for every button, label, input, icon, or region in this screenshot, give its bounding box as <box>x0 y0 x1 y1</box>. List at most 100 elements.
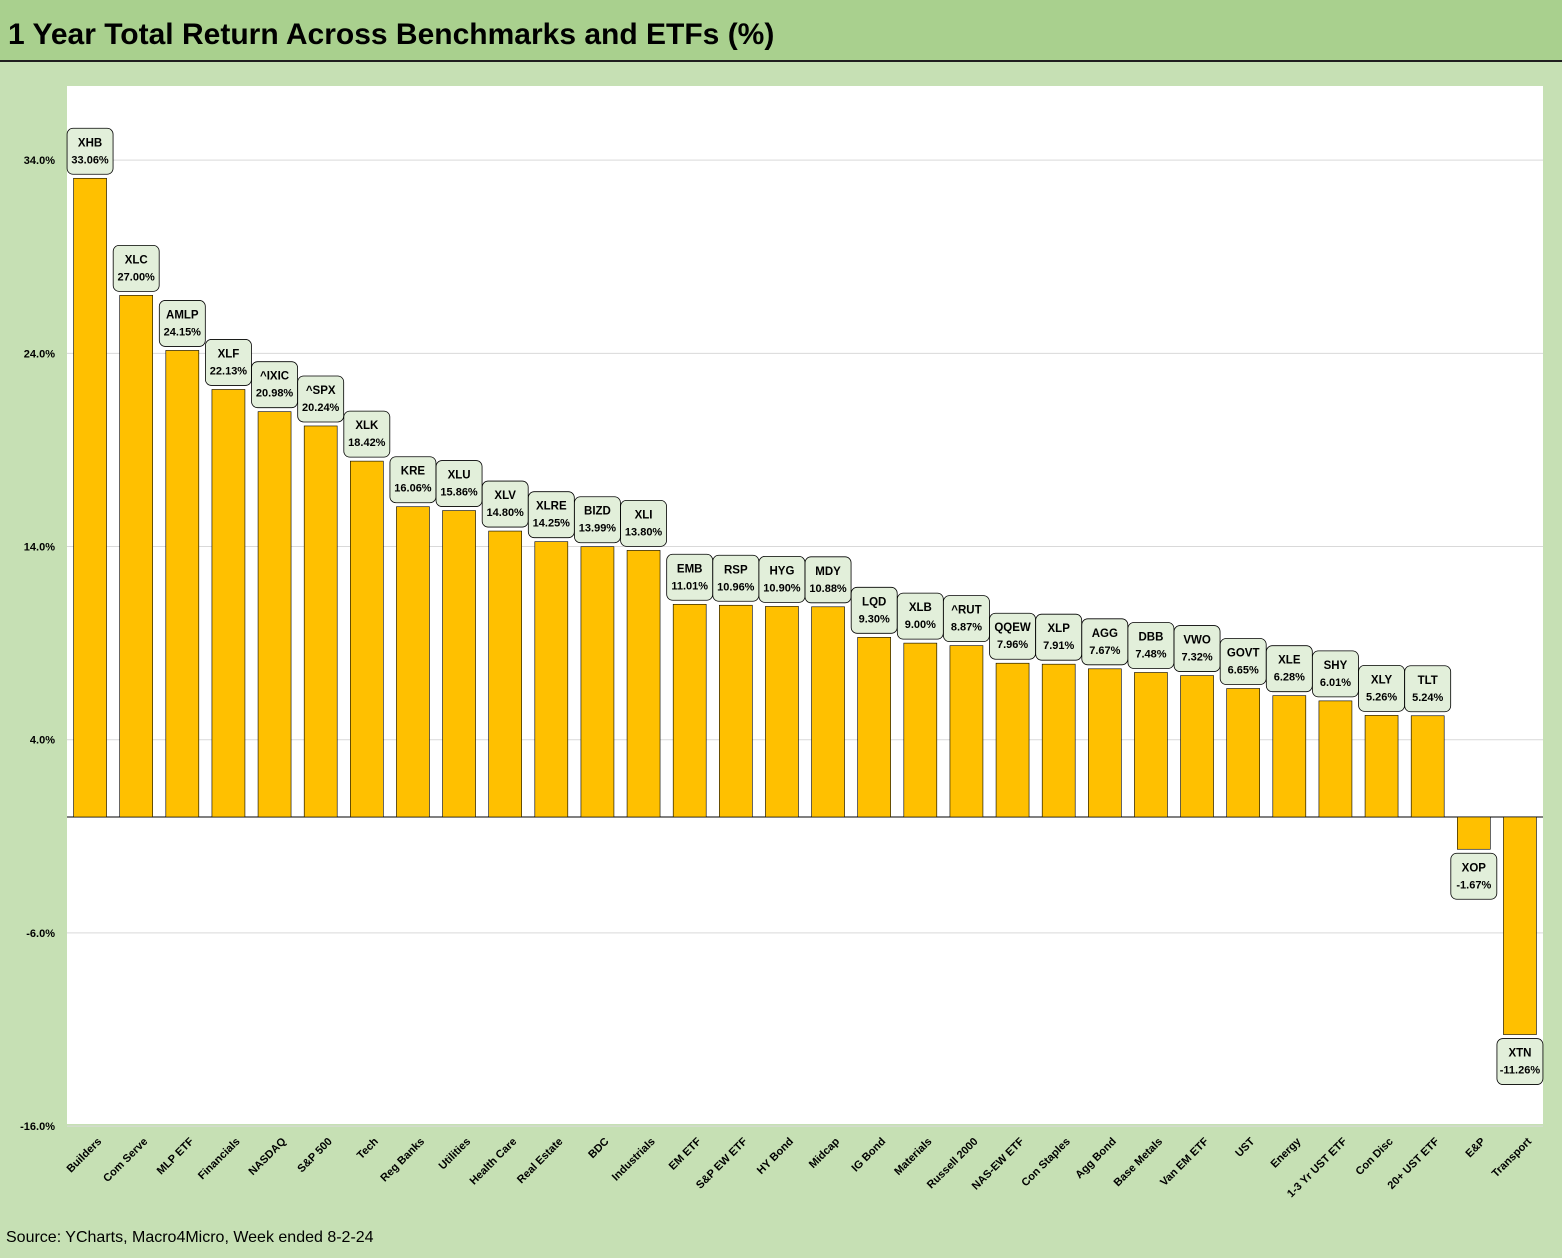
source-note: Source: YCharts, Macro4Micro, Week ended… <box>6 1229 374 1246</box>
x-tick-label: EM ETF <box>667 1135 704 1172</box>
data-label-box <box>620 499 667 547</box>
bar <box>811 606 845 818</box>
ticker-label: QQEW <box>994 622 1031 634</box>
data-label-box <box>1081 618 1129 666</box>
ticker-label: XLB <box>909 602 932 614</box>
data-label-box <box>666 553 714 601</box>
bar <box>580 546 615 818</box>
data-label: 20.24% <box>302 402 340 414</box>
data-label-box <box>343 410 391 458</box>
data-label-box <box>943 595 990 643</box>
data-label: 6.01% <box>1320 677 1351 689</box>
data-label: 27.00% <box>118 271 156 283</box>
ticker-label: AMLP <box>166 309 199 321</box>
ticker-label: ^RUT <box>951 605 981 617</box>
bar <box>1457 816 1491 850</box>
bar <box>949 645 984 818</box>
ticker-label: XLK <box>355 420 379 432</box>
bar <box>672 603 707 818</box>
data-label-box <box>1127 622 1175 669</box>
data-label: 11.01% <box>671 580 708 592</box>
plot-frame: 34.0% 24.0% 14.0% 4.0% -6.0% -16.0% XHB 33.06% B… <box>7 84 1553 1220</box>
data-label-box <box>1358 664 1405 712</box>
data-label: 24.15% <box>164 326 202 338</box>
data-label-box <box>389 456 437 504</box>
data-label: 7.67% <box>1089 645 1120 657</box>
data-label: 10.90% <box>763 582 801 594</box>
ticker-label: XLE <box>1278 655 1301 667</box>
bar-chart: 34.0% 24.0% 14.0% 4.0% -6.0% -16.0% XHB 33.06% B… <box>20 86 1544 1200</box>
ticker-label: ^IXIC <box>260 371 289 383</box>
x-tick-label: UST <box>1233 1135 1257 1159</box>
bar <box>119 295 153 818</box>
data-label: 7.91% <box>1043 640 1074 652</box>
data-label-box <box>712 554 760 602</box>
y-tick-label: 14.0% <box>24 542 55 554</box>
y-tick-label: 24.0% <box>24 348 55 360</box>
bar <box>165 350 200 818</box>
data-label: 7.32% <box>1181 652 1212 664</box>
data-label: 14.25% <box>533 518 571 530</box>
ticker-label: SHY <box>1324 660 1348 672</box>
bar <box>488 530 522 818</box>
bar <box>303 425 338 818</box>
x-tick-label: Financials <box>196 1136 243 1183</box>
ticker-label: XLF <box>218 348 240 360</box>
bar <box>1134 672 1168 818</box>
bar <box>211 389 246 818</box>
data-label-box <box>896 592 944 640</box>
data-label: 8.87% <box>951 622 982 634</box>
data-label: 16.06% <box>394 483 432 495</box>
ticker-label: RSP <box>724 564 748 576</box>
data-label: 6.65% <box>1228 665 1259 677</box>
data-label-box <box>1035 613 1083 661</box>
ticker-label: XTN <box>1508 1048 1531 1060</box>
x-tick-label: MLP ETF <box>155 1135 197 1177</box>
ticker-label: BIZD <box>584 506 611 518</box>
x-tick-label: Con Disc <box>1353 1136 1395 1178</box>
data-label-box <box>66 127 114 175</box>
data-label-box <box>850 586 898 634</box>
data-label-box <box>481 480 529 528</box>
data-label-box <box>1496 1038 1544 1085</box>
x-tick-label: Real Estate <box>515 1136 565 1186</box>
data-label-box <box>1219 638 1267 685</box>
ticker-label: DBB <box>1138 631 1163 643</box>
x-tick-label: NASDAQ <box>246 1135 289 1178</box>
data-label: 5.24% <box>1412 692 1443 704</box>
data-label-box <box>435 460 483 507</box>
bar <box>396 506 430 818</box>
ticker-label: XOP <box>1462 862 1487 874</box>
data-label-box <box>112 244 160 292</box>
x-tick-label: HY Bond <box>755 1136 796 1177</box>
ticker-label: AGG <box>1092 628 1118 640</box>
bar <box>534 541 569 818</box>
data-label: 33.06% <box>71 154 109 166</box>
chart-title: 1 Year Total Return Across Benchmarks an… <box>8 18 775 51</box>
data-label-box <box>251 361 298 409</box>
x-tick-label: Midcap <box>807 1135 842 1170</box>
x-tick-label: IG Bond <box>850 1136 889 1175</box>
title-bar: 1 Year Total Return Across Benchmarks an… <box>0 0 1562 62</box>
ticker-label: XLY <box>1371 674 1393 686</box>
data-label: 14.80% <box>487 507 525 519</box>
x-tick-label: Agg Bond <box>1073 1136 1119 1182</box>
x-tick-label: Com Serve <box>101 1136 150 1185</box>
data-label-box <box>758 556 806 603</box>
data-label: 15.86% <box>440 487 478 499</box>
data-label-box <box>205 339 252 386</box>
bar <box>73 177 107 818</box>
bar <box>857 637 891 818</box>
data-label: 13.99% <box>579 523 617 535</box>
y-tick-label: 4.0% <box>30 735 55 747</box>
x-tick-label: Materials <box>892 1136 934 1178</box>
ticker-label: TLT <box>1418 675 1438 687</box>
ticker-label: MDY <box>815 566 841 578</box>
data-label-box <box>158 300 206 347</box>
bar <box>1088 668 1122 818</box>
bar <box>1226 688 1260 818</box>
ticker-label: XLI <box>635 509 653 521</box>
bar <box>257 411 292 818</box>
data-label: 7.48% <box>1135 648 1166 660</box>
ticker-label: XLP <box>1048 623 1071 635</box>
